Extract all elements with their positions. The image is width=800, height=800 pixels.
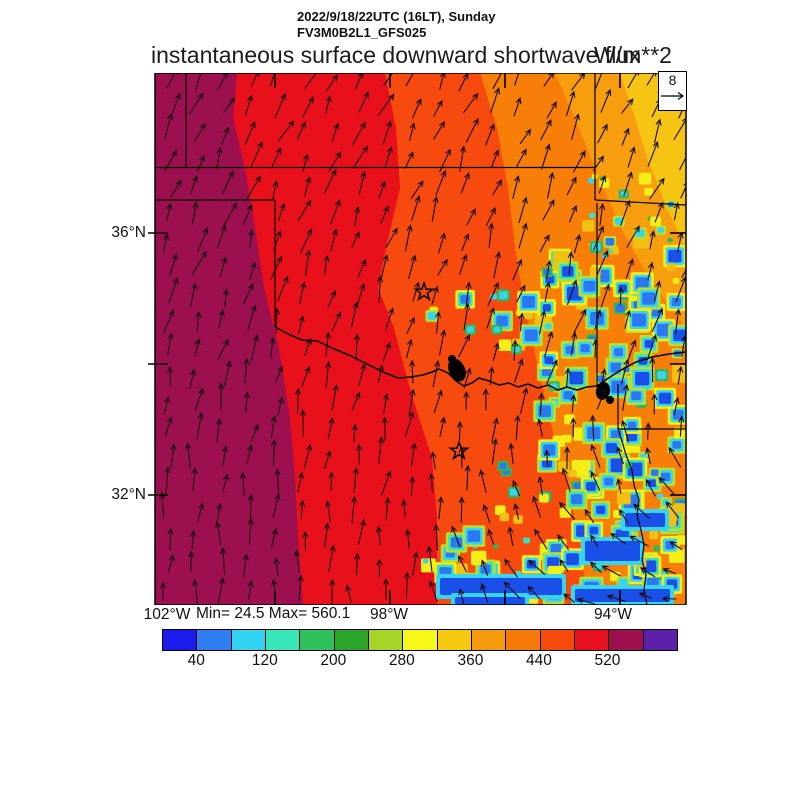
colorbar-segment [163,630,197,650]
lon-label-94w: 94°W [593,606,633,623]
colorbar-tick-label: 280 [388,652,415,669]
colorbar-segment [573,630,609,650]
colorbar-tick-label: 520 [594,652,621,669]
lon-label-98w: 98°W [369,606,409,623]
colorbar-segment [264,630,300,650]
map-canvas [147,72,694,606]
colorbar-segment [333,630,368,650]
colorbar-segment [402,630,437,650]
minmax-stats: Min= 24.5 Max= 560.1 [196,605,351,622]
lat-label-32n: 32°N [111,486,146,503]
plot-units-label: W/m**2 [594,42,672,68]
colorbar-segment [299,630,334,650]
plot-title: instantaneous surface downward shortwave… [151,42,641,68]
colorbar-segment [230,630,265,650]
colorbar-segment [367,630,403,650]
colorbar-tick-label: 200 [320,652,347,669]
colorbar-segment [608,630,643,650]
header-datetime: 2022/9/18/22UTC (16LT), Sunday [297,9,496,24]
wind-reference-box: 8 [658,71,687,111]
colorbar-tick-label: 360 [457,652,484,669]
colorbar-tick-label: 440 [525,652,552,669]
colorbar-tick-label: 120 [251,652,278,669]
colorbar-segment [470,630,506,650]
colorbar-segment [505,630,540,650]
wind-reference-value: 8 [668,72,677,88]
header-model: FV3M0B2L1_GFS025 [297,25,427,40]
colorbar-tick-label: 40 [187,652,205,669]
shortwave-flux-map [148,72,687,606]
lon-label-102w: 102°W [143,606,191,623]
colorbar-segment [436,630,471,650]
wind-reference-arrow-icon [661,92,685,100]
colorbar-segment [196,630,231,650]
colorbar [162,629,678,651]
colorbar-segment [539,630,574,650]
colorbar-segment [642,630,677,650]
lat-label-36n: 36°N [111,224,146,241]
